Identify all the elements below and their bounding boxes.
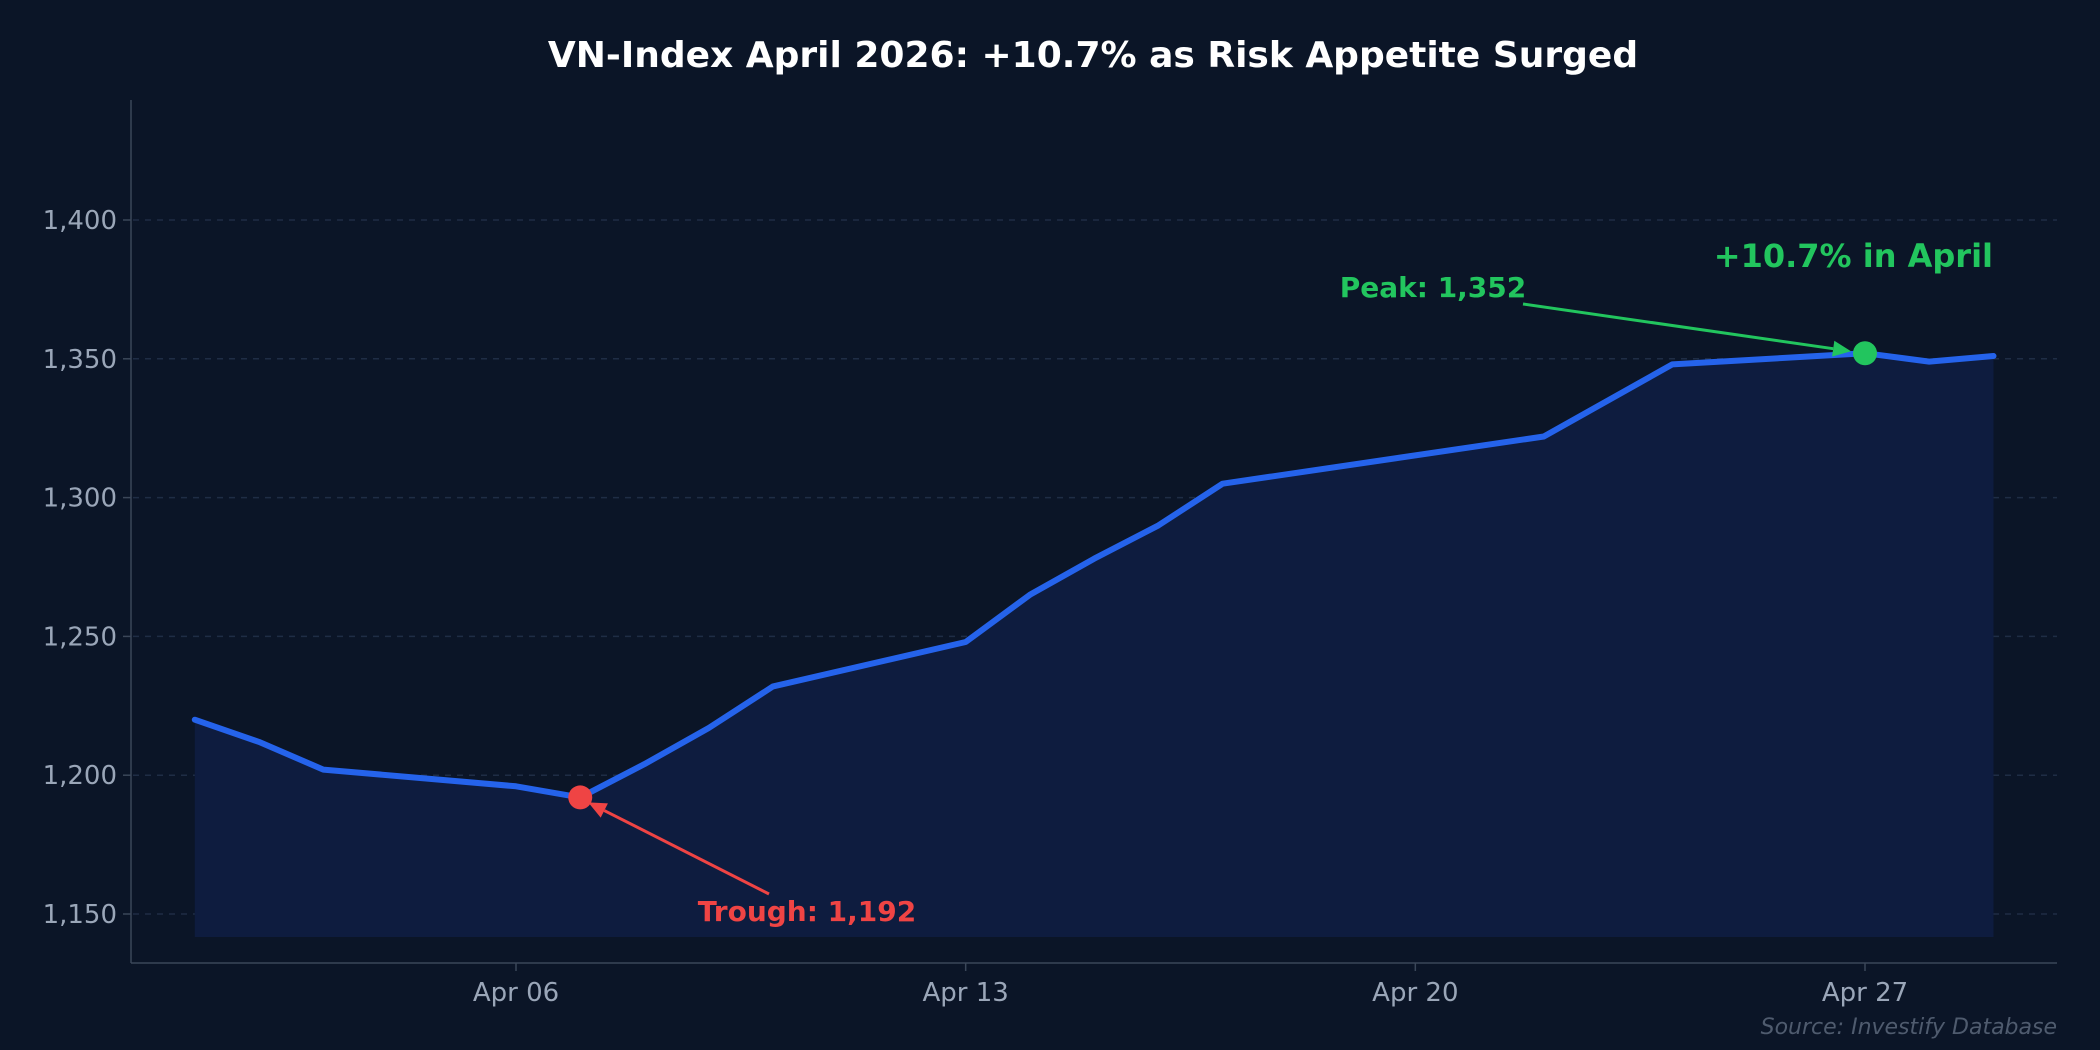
series-area (194, 353, 1994, 937)
data-point (513, 783, 519, 789)
y-tick-label: 1,200 (43, 761, 117, 791)
data-point (706, 725, 712, 731)
y-tick-label: 1,350 (43, 345, 117, 375)
data-point (1669, 361, 1675, 367)
data-point (256, 739, 262, 745)
data-point (192, 717, 198, 723)
source-note: Source: Investify Database (1761, 1015, 2057, 1040)
data-point (641, 761, 647, 767)
annotations: Peak: 1,352 Trough: 1,192 +10.7% in Apri… (568, 237, 1993, 928)
y-tick-label: 1,300 (43, 484, 117, 514)
data-point (1155, 522, 1161, 528)
peak-label: Peak: 1,352 (1340, 271, 1527, 304)
x-tick-labels: Apr 06 Apr 13 Apr 20 Apr 27 (473, 963, 1908, 1008)
data-point (1541, 434, 1547, 440)
series-line (191, 350, 1997, 801)
data-point (320, 767, 326, 773)
axes (130, 100, 2057, 964)
chart-title: VN-Index April 2026: +10.7% as Risk Appe… (548, 35, 1638, 76)
y-tick-label: 1,400 (43, 206, 117, 236)
y-tick-labels: 1,150 1,200 1,250 1,300 1,350 1,400 (43, 206, 117, 930)
data-point (1220, 481, 1226, 487)
y-tick-label: 1,150 (43, 900, 117, 930)
x-tick-label: Apr 06 (473, 978, 559, 1008)
peak-arrow (1522, 302, 1834, 351)
trough-arrow (603, 809, 770, 896)
data-point (1027, 592, 1033, 598)
data-point (770, 683, 776, 689)
peak-arrow-head (1832, 340, 1851, 357)
y-tick-label: 1,250 (43, 622, 117, 652)
data-point (1926, 359, 1932, 365)
trough-label: Trough: 1,192 (698, 895, 917, 928)
trough-marker (568, 785, 593, 810)
change-label: +10.7% in April (1714, 237, 1993, 275)
data-point (1990, 353, 1996, 359)
trough-arrow-head (588, 802, 608, 818)
x-tick-label: Apr 20 (1372, 978, 1458, 1008)
x-tick-label: Apr 13 (923, 978, 1009, 1008)
x-tick-label: Apr 27 (1822, 978, 1908, 1008)
peak-marker (1853, 341, 1877, 366)
data-point (1091, 556, 1097, 562)
data-point (963, 639, 969, 645)
